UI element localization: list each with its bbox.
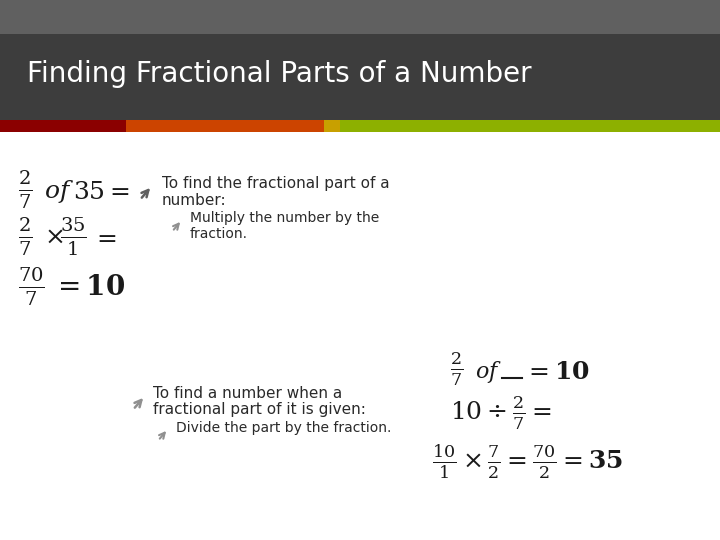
Text: Finding Fractional Parts of a Number: Finding Fractional Parts of a Number	[27, 60, 532, 89]
Text: $\frac{2}{7}$: $\frac{2}{7}$	[18, 168, 32, 211]
Text: $\times$: $\times$	[44, 225, 63, 249]
Text: Multiply the number by the: Multiply the number by the	[190, 211, 379, 225]
Bar	[0, 0, 720, 33]
Text: To find the fractional part of a: To find the fractional part of a	[162, 176, 390, 191]
Text: $\frac{35}{1}$: $\frac{35}{1}$	[60, 215, 86, 258]
Bar	[0, 120, 126, 132]
Text: $=\mathbf{10}$: $=\mathbf{10}$	[52, 273, 125, 301]
Text: fractional part of it is given:: fractional part of it is given:	[153, 402, 366, 417]
Text: $\mathit{of}$: $\mathit{of}$	[44, 178, 74, 205]
Bar	[126, 120, 324, 132]
Bar	[324, 120, 340, 132]
Text: $=\mathbf{10}$: $=\mathbf{10}$	[524, 360, 590, 384]
Text: $10\div\frac{2}{7}=$: $10\div\frac{2}{7}=$	[450, 395, 552, 432]
Text: $\mathit{of}$: $\mathit{of}$	[475, 359, 502, 385]
Text: Divide the part by the fraction.: Divide the part by the fraction.	[176, 421, 392, 435]
Bar	[340, 120, 720, 132]
Text: $=$: $=$	[92, 225, 117, 249]
Text: To find a number when a: To find a number when a	[153, 386, 342, 401]
Text: $\frac{2}{7}$: $\frac{2}{7}$	[18, 215, 32, 258]
Text: $\frac{2}{7}$: $\frac{2}{7}$	[450, 351, 463, 388]
Bar	[0, 33, 720, 120]
Text: $35=$: $35=$	[73, 180, 130, 204]
Text: $\frac{70}{7}$: $\frac{70}{7}$	[18, 266, 45, 308]
Text: number:: number:	[162, 193, 227, 208]
Text: $\frac{10}{1}\times\frac{7}{2}=\frac{70}{2}=\mathbf{35}$: $\frac{10}{1}\times\frac{7}{2}=\frac{70}…	[432, 443, 624, 481]
Text: fraction.: fraction.	[190, 227, 248, 241]
